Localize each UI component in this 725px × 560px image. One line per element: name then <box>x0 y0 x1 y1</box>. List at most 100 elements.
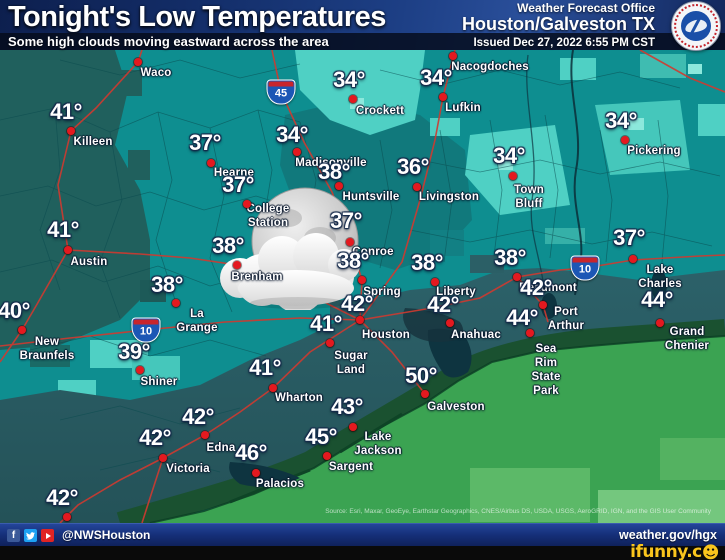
city-label: Station <box>247 217 289 229</box>
logo-ring <box>674 4 718 48</box>
city-label: Sargent <box>328 461 374 473</box>
city-label: Wharton <box>274 392 324 404</box>
social-icons: f <box>7 529 54 542</box>
temp-label: 43° <box>331 394 363 419</box>
temp-label: 38° <box>494 245 526 270</box>
city-label: Huntsville <box>342 191 400 203</box>
station-dot <box>326 339 334 347</box>
temp-label: 37° <box>613 225 645 250</box>
smiley-icon: ☻ <box>701 543 720 560</box>
city-label: Pickering <box>627 145 681 157</box>
station-dot <box>449 52 457 60</box>
city-label: La <box>190 308 204 320</box>
station-dot <box>335 182 343 190</box>
station-dot <box>346 238 354 246</box>
map-attribution: Source: Esri, Maxar, GeoEye, Earthstar G… <box>325 508 711 515</box>
temp-label: 42° <box>427 292 459 317</box>
station-dot <box>439 93 447 101</box>
station-dot <box>134 58 142 66</box>
city-label: Galveston <box>427 401 485 413</box>
bottom-strip: ifunny.c☻ <box>0 542 725 560</box>
station-dot <box>269 384 277 392</box>
temp-label: 41° <box>47 217 79 242</box>
issued-timestamp: Issued Dec 27, 2022 6:55 PM CST <box>473 36 655 49</box>
station-dot <box>621 136 629 144</box>
temp-label: 42° <box>341 291 373 316</box>
temp-label: 50° <box>405 363 437 388</box>
interstate-shield: 10 <box>131 317 161 343</box>
matagorda-bay <box>229 462 300 487</box>
station-dot <box>358 276 366 284</box>
station-dot <box>136 366 144 374</box>
station-dot <box>64 246 72 254</box>
city-label: Lake <box>646 264 674 276</box>
city-label: Port <box>554 306 578 318</box>
city-label: New <box>34 336 60 348</box>
city-label: Victoria <box>166 463 210 475</box>
temp-label: 36° <box>397 154 429 179</box>
youtube-icon <box>41 529 54 542</box>
temp-label: 42° <box>520 275 552 300</box>
station-dot <box>509 172 517 180</box>
city-label: Crockett <box>355 105 405 117</box>
temp-label: 45° <box>305 424 337 449</box>
temp-label: 41° <box>310 311 342 336</box>
temp-label: 39° <box>118 339 150 364</box>
station-dot <box>349 95 357 103</box>
temp-label: 38° <box>337 248 369 273</box>
city-label: Lufkin <box>445 102 481 114</box>
logo-globe <box>681 11 711 41</box>
temp-label: 34° <box>276 122 308 147</box>
facebook-icon: f <box>7 529 20 542</box>
city-label: Bluff <box>515 198 543 210</box>
city-label: Palacios <box>255 478 305 490</box>
city-label: Sugar <box>334 350 368 362</box>
station-dot <box>323 452 331 460</box>
station-dot <box>413 183 421 191</box>
social-handle: @NWSHouston <box>62 528 151 542</box>
city-label: Edna <box>206 442 236 454</box>
temp-label: 38° <box>411 250 443 275</box>
office-line: Weather Forecast Office <box>517 1 655 15</box>
temp-label: 34° <box>493 143 525 168</box>
temp-label: 41° <box>249 355 281 380</box>
station-dot <box>63 513 71 521</box>
shield-top <box>268 81 294 87</box>
temp-label: 34° <box>605 108 637 133</box>
city-label: Grange <box>176 322 218 334</box>
city-label: Livingston <box>418 191 480 203</box>
city-label: Sea <box>535 343 557 355</box>
city-label: Braunfels <box>19 350 75 362</box>
temp-label: 34° <box>420 65 452 90</box>
temp-label: 44° <box>641 287 673 312</box>
shield-number: 10 <box>139 325 153 338</box>
city-label: State <box>531 371 561 383</box>
station-dot <box>526 329 534 337</box>
sabine-river <box>570 49 583 296</box>
page-title: Tonight's Low Temperatures <box>8 1 386 33</box>
twitter-icon <box>24 529 37 542</box>
city-label: Land <box>336 364 366 376</box>
temp-label: 38° <box>318 159 350 184</box>
station-dot <box>421 390 429 398</box>
city-label: Chenier <box>664 340 710 352</box>
city-label: Town <box>514 184 544 196</box>
office-name: Houston/Galveston TX <box>461 14 655 35</box>
footer-bar: f @NWSHouston weather.gov/hgx <box>0 523 725 547</box>
city-label: Nacogdoches <box>451 61 529 73</box>
station-dot <box>233 261 241 269</box>
temp-label: 42° <box>182 404 214 429</box>
city-label: Grand <box>669 326 705 338</box>
interstate-shield: 45 <box>266 79 296 105</box>
temp-label: 34° <box>333 67 365 92</box>
station-dot <box>629 255 637 263</box>
station-dot <box>67 127 75 135</box>
city-label: Hearne <box>213 167 255 179</box>
city-label: Charles <box>638 278 682 290</box>
city-label: Conroe <box>352 246 394 258</box>
temp-label: 37° <box>189 130 221 155</box>
station-dot <box>446 319 454 327</box>
temp-label: 40° <box>0 298 30 323</box>
